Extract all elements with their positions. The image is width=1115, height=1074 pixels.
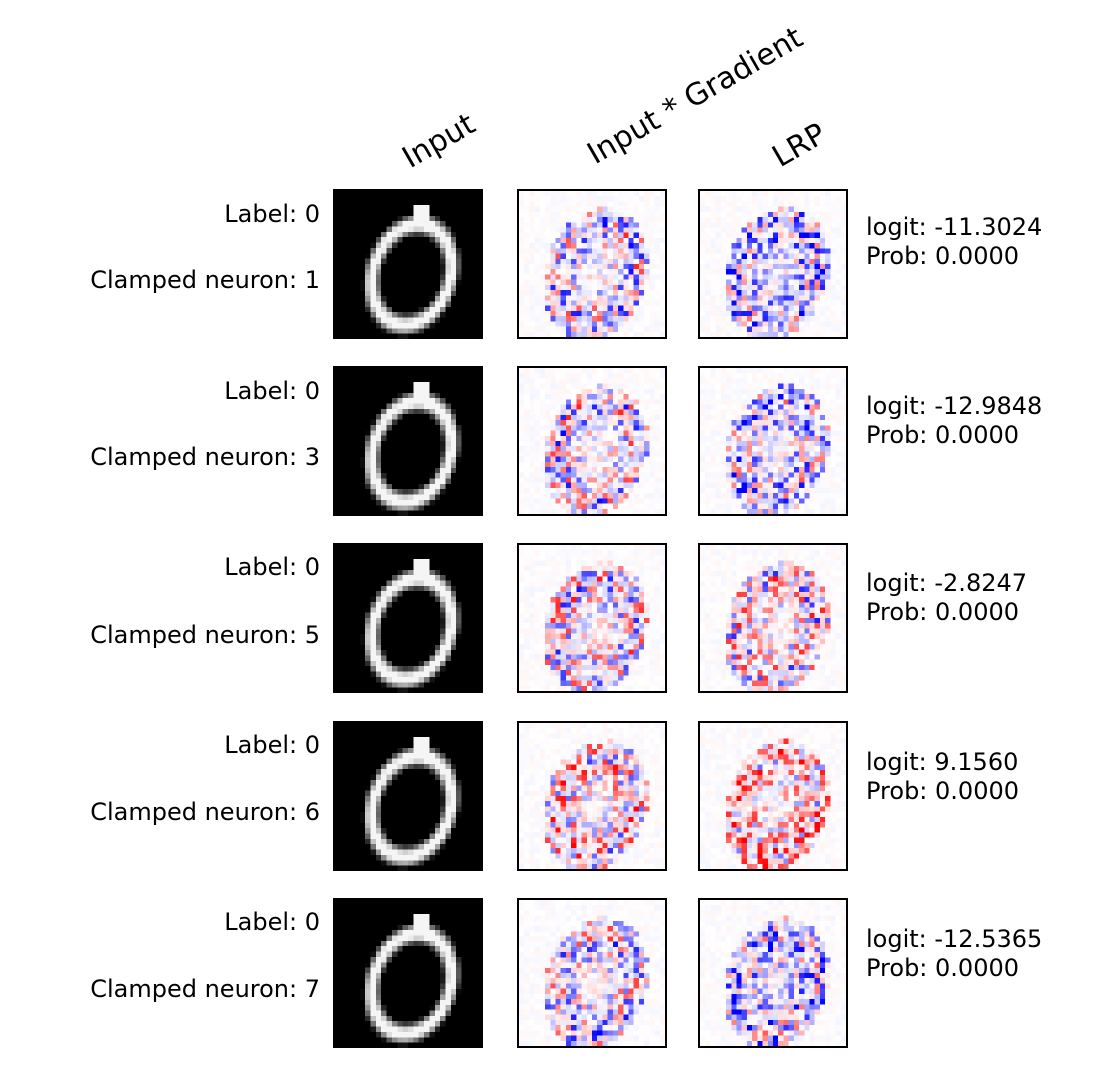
input-gradient-heatmap-0: [517, 189, 667, 339]
row-clamped-neuron-2: Clamped neuron: 5: [90, 621, 320, 649]
prob-text-1: Prob: 0.0000: [866, 421, 1019, 449]
row-label-3: Label: 0: [224, 731, 320, 759]
lrp-canvas: [700, 900, 846, 1046]
row-label-4: Label: 0: [224, 908, 320, 936]
input-digit-canvas: [333, 898, 483, 1048]
input-digit-canvas: [333, 366, 483, 516]
logit-text-3: logit: 9.1560: [866, 748, 1019, 776]
logit-text-1: logit: -12.9848: [866, 392, 1043, 420]
lrp-heatmap-2: [698, 543, 848, 693]
input-gradient-heatmap-2: [517, 543, 667, 693]
lrp-canvas: [700, 545, 846, 691]
lrp-heatmap-3: [698, 721, 848, 871]
input-image-0: [333, 189, 483, 339]
logit-text-4: logit: -12.5365: [866, 925, 1043, 953]
input-gradient-heatmap-1: [517, 366, 667, 516]
column-header-input: Input: [396, 106, 482, 176]
prob-text-2: Prob: 0.0000: [866, 598, 1019, 626]
row-label-1: Label: 0: [224, 377, 320, 405]
column-header-lrp: LRP: [766, 116, 833, 175]
prob-text-4: Prob: 0.0000: [866, 954, 1019, 982]
row-clamped-neuron-3: Clamped neuron: 6: [90, 798, 320, 826]
input-digit-canvas: [333, 721, 483, 871]
row-clamped-neuron-1: Clamped neuron: 3: [90, 443, 320, 471]
lrp-canvas: [700, 191, 846, 337]
row-clamped-neuron-0: Clamped neuron: 1: [90, 266, 320, 294]
prob-text-0: Prob: 0.0000: [866, 242, 1019, 270]
row-label-0: Label: 0: [224, 200, 320, 228]
row-label-2: Label: 0: [224, 553, 320, 581]
logit-text-0: logit: -11.3024: [866, 213, 1043, 241]
lrp-heatmap-0: [698, 189, 848, 339]
input-image-4: [333, 898, 483, 1048]
input-gradient-canvas: [519, 191, 665, 337]
lrp-canvas: [700, 723, 846, 869]
input-gradient-canvas: [519, 368, 665, 514]
input-digit-canvas: [333, 189, 483, 339]
row-clamped-neuron-4: Clamped neuron: 7: [90, 975, 320, 1003]
prob-text-3: Prob: 0.0000: [866, 777, 1019, 805]
input-gradient-canvas: [519, 723, 665, 869]
lrp-canvas: [700, 368, 846, 514]
input-gradient-heatmap-3: [517, 721, 667, 871]
input-image-2: [333, 543, 483, 693]
logit-text-2: logit: -2.8247: [866, 569, 1028, 597]
lrp-heatmap-4: [698, 898, 848, 1048]
lrp-heatmap-1: [698, 366, 848, 516]
input-gradient-canvas: [519, 900, 665, 1046]
input-image-3: [333, 721, 483, 871]
input-digit-canvas: [333, 543, 483, 693]
input-image-1: [333, 366, 483, 516]
input-gradient-heatmap-4: [517, 898, 667, 1048]
input-gradient-canvas: [519, 545, 665, 691]
